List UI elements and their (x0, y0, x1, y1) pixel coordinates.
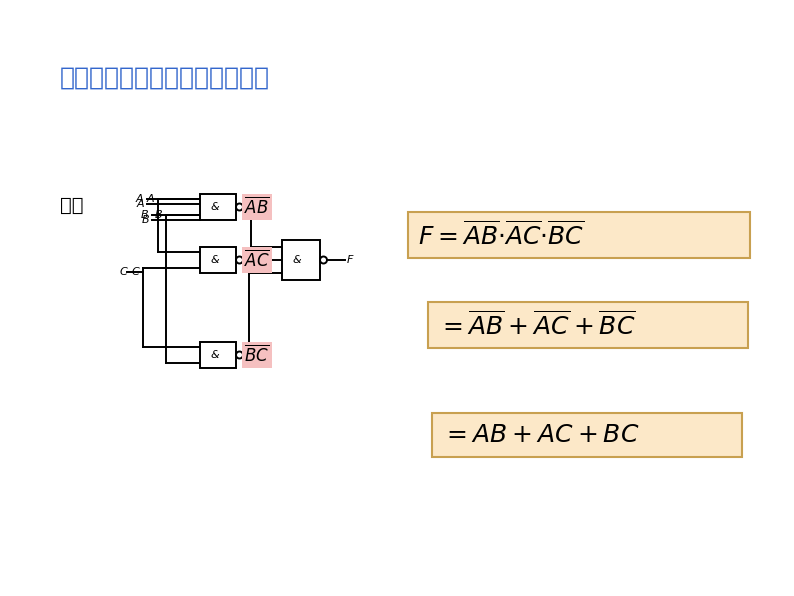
Bar (428, 302, 748, 348)
Text: 解：: 解： (60, 196, 83, 215)
Text: F: F (347, 255, 353, 265)
Bar (282, 240, 320, 280)
Text: B: B (141, 210, 148, 220)
Text: &: & (293, 255, 302, 265)
Bar (432, 413, 742, 457)
Bar (200, 194, 236, 220)
Text: A: A (135, 194, 143, 204)
Text: $\overline{AB}$: $\overline{AB}$ (244, 197, 270, 218)
Text: 例：试分析图示电路的逻辑功能: 例：试分析图示电路的逻辑功能 (60, 66, 269, 89)
Text: $= AB + AC + BC$: $= AB + AC + BC$ (442, 423, 639, 447)
Text: &: & (210, 202, 218, 212)
Text: A: A (137, 199, 144, 209)
Text: A: A (146, 194, 154, 204)
Text: &: & (210, 255, 218, 265)
Text: C: C (119, 267, 127, 277)
Text: B: B (141, 215, 149, 225)
Text: $= \overline{AB}+\overline{AC}+\overline{BC}$: $= \overline{AB}+\overline{AC}+\overline… (438, 311, 635, 340)
Text: $F = \overline{AB}{\cdot}\overline{AC}{\cdot}\overline{BC}$: $F = \overline{AB}{\cdot}\overline{AC}{\… (418, 221, 584, 250)
Text: $\overline{BC}$: $\overline{BC}$ (244, 344, 269, 365)
Text: &: & (210, 350, 218, 360)
Bar (200, 247, 236, 273)
Bar (200, 342, 236, 368)
Text: C: C (131, 267, 139, 277)
Text: B: B (154, 210, 162, 220)
Text: $\overline{AC}$: $\overline{AC}$ (244, 250, 270, 271)
Bar (408, 212, 750, 258)
